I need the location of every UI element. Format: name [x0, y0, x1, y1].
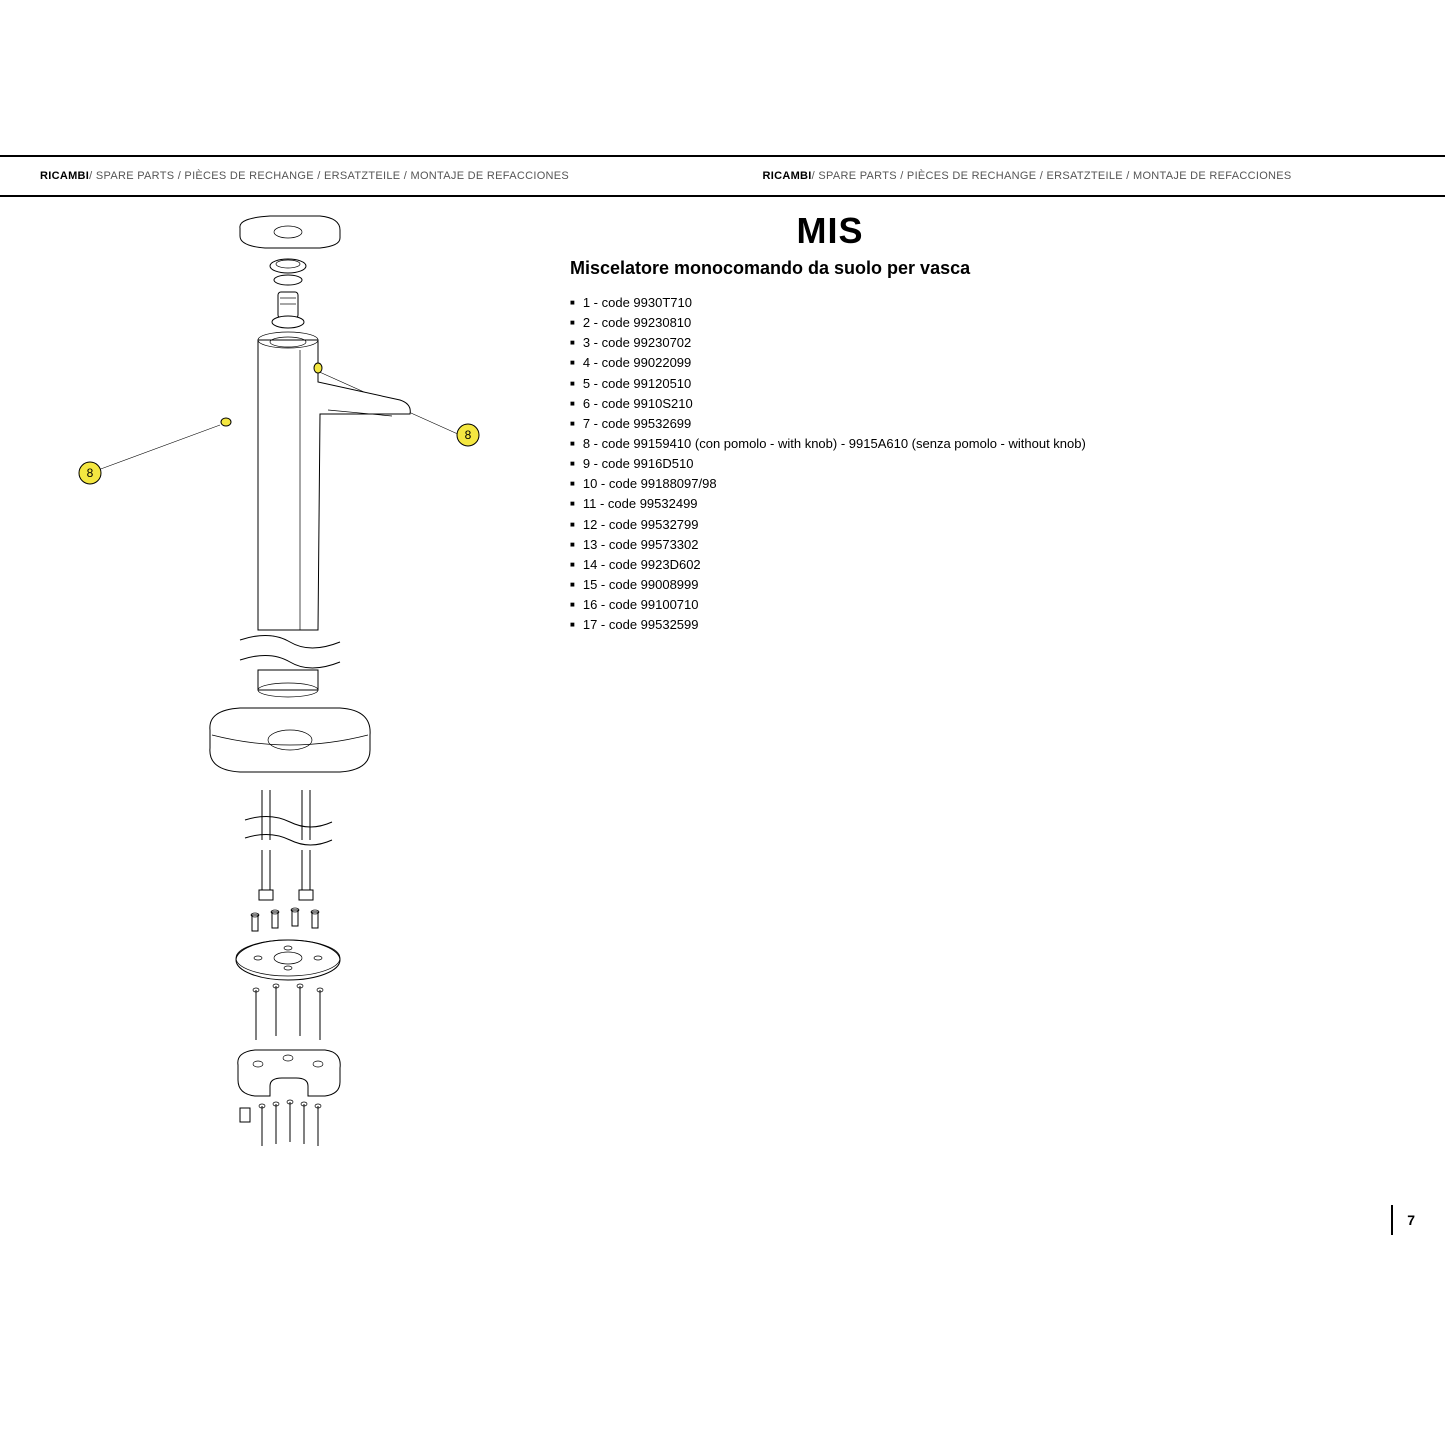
- parts-list: 1 - code 9930T7102 - code 992308103 - co…: [570, 293, 1420, 635]
- header-left-rest: / SPARE PARTS / PIÈCES DE RECHANGE / ERS…: [89, 170, 569, 182]
- parts-list-item: 7 - code 99532699: [570, 414, 1420, 434]
- page-number: 7: [1391, 1205, 1415, 1235]
- parts-list-item: 16 - code 99100710: [570, 595, 1420, 615]
- text-area: MIS Miscelatore monocomando da suolo per…: [570, 210, 1420, 635]
- parts-list-item: 6 - code 9910S210: [570, 394, 1420, 414]
- parts-list-item: 1 - code 9930T710: [570, 293, 1420, 313]
- parts-list-item: 3 - code 99230702: [570, 333, 1420, 353]
- parts-list-item: 10 - code 99188097/98: [570, 474, 1420, 494]
- header-left-bold: RICAMBI: [40, 170, 89, 182]
- header-right-bold: RICAMBI: [763, 170, 812, 182]
- parts-list-item: 14 - code 9923D602: [570, 555, 1420, 575]
- parts-list-item: 8 - code 99159410 (con pomolo - with kno…: [570, 434, 1420, 454]
- parts-list-item: 4 - code 99022099: [570, 353, 1420, 373]
- parts-list-item: 11 - code 99532499: [570, 494, 1420, 514]
- parts-list-item: 17 - code 99532599: [570, 615, 1420, 635]
- parts-list-item: 2 - code 99230810: [570, 313, 1420, 333]
- parts-list-item: 15 - code 99008999: [570, 575, 1420, 595]
- header-left: RICAMBI / SPARE PARTS / PIÈCES DE RECHAN…: [0, 157, 723, 195]
- callout-left-label: 8: [87, 466, 94, 480]
- exploded-diagram: 8 8: [40, 210, 560, 1160]
- title-code: MIS: [570, 210, 1090, 252]
- parts-list-item: 9 - code 9916D510: [570, 454, 1420, 474]
- header-right-rest: / SPARE PARTS / PIÈCES DE RECHANGE / ERS…: [812, 170, 1292, 182]
- callout-right-label: 8: [465, 428, 472, 442]
- subtitle: Miscelatore monocomando da suolo per vas…: [570, 258, 1420, 279]
- header-band: RICAMBI / SPARE PARTS / PIÈCES DE RECHAN…: [0, 155, 1445, 197]
- parts-list-item: 12 - code 99532799: [570, 515, 1420, 535]
- parts-list-item: 5 - code 99120510: [570, 374, 1420, 394]
- parts-list-item: 13 - code 99573302: [570, 535, 1420, 555]
- header-right: RICAMBI / SPARE PARTS / PIÈCES DE RECHAN…: [723, 157, 1445, 195]
